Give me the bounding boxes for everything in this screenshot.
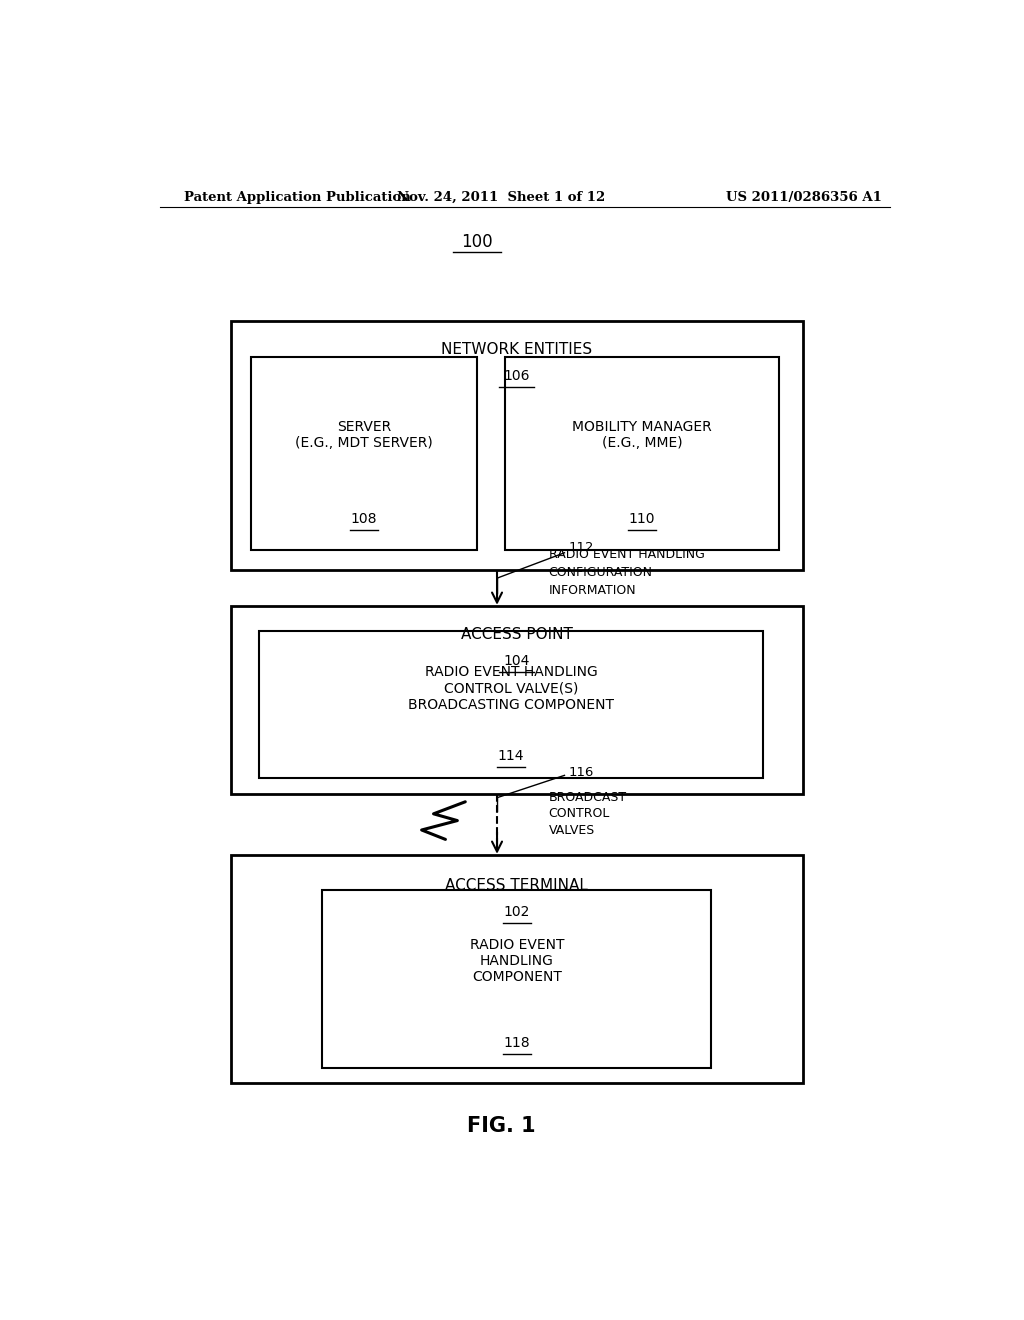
Text: CONTROL: CONTROL [549,808,610,821]
Text: 116: 116 [568,766,594,779]
Text: Nov. 24, 2011  Sheet 1 of 12: Nov. 24, 2011 Sheet 1 of 12 [397,190,605,203]
FancyBboxPatch shape [231,606,803,793]
Text: BROADCAST: BROADCAST [549,791,627,804]
Text: 110: 110 [629,512,655,527]
FancyBboxPatch shape [231,854,803,1084]
Text: 106: 106 [504,368,530,383]
FancyBboxPatch shape [231,321,803,570]
Text: US 2011/0286356 A1: US 2011/0286356 A1 [726,190,882,203]
Text: RADIO EVENT HANDLING
CONTROL VALVE(S)
BROADCASTING COMPONENT: RADIO EVENT HANDLING CONTROL VALVE(S) BR… [408,665,614,711]
FancyBboxPatch shape [323,890,712,1068]
Text: VALVES: VALVES [549,824,595,837]
Text: 104: 104 [504,653,530,668]
Text: SERVER
(E.G., MDT SERVER): SERVER (E.G., MDT SERVER) [295,420,433,450]
Text: 114: 114 [498,748,524,763]
Text: RADIO EVENT HANDLING: RADIO EVENT HANDLING [549,548,705,561]
Text: 102: 102 [504,904,530,919]
Text: NETWORK ENTITIES: NETWORK ENTITIES [441,342,593,356]
Text: RADIO EVENT
HANDLING
COMPONENT: RADIO EVENT HANDLING COMPONENT [470,937,564,983]
Text: 112: 112 [568,541,594,554]
Text: 100: 100 [462,232,493,251]
Text: 118: 118 [504,1036,530,1049]
Text: FIG. 1: FIG. 1 [467,1115,536,1137]
FancyBboxPatch shape [505,356,778,549]
Text: CONFIGURATION: CONFIGURATION [549,566,652,579]
Text: Patent Application Publication: Patent Application Publication [183,190,411,203]
FancyBboxPatch shape [251,356,477,549]
Text: MOBILITY MANAGER
(E.G., MME): MOBILITY MANAGER (E.G., MME) [572,420,712,450]
Text: 108: 108 [351,512,378,527]
Text: ACCESS TERMINAL: ACCESS TERMINAL [445,878,589,892]
FancyBboxPatch shape [259,631,763,779]
Text: INFORMATION: INFORMATION [549,585,636,598]
Text: ACCESS POINT: ACCESS POINT [461,627,572,642]
